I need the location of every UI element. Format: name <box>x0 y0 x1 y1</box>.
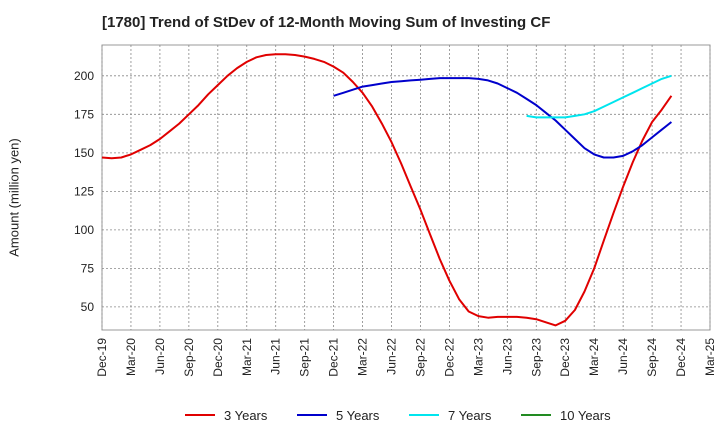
x-tick-label: Sep-20 <box>182 338 196 377</box>
series-line-7-years <box>526 74 672 119</box>
grid-lines <box>101 44 711 331</box>
y-tick-label: 125 <box>74 184 94 198</box>
x-tick-label: Jun-20 <box>153 338 167 375</box>
axes: 50 75 100 125 150 175 200 Dec-19 Mar-20 Jun-20 Sep… <box>74 69 717 377</box>
series-line-3-years <box>101 53 673 327</box>
x-tick-label: Dec-21 <box>327 338 341 377</box>
x-tick-label: Sep-23 <box>529 338 543 377</box>
x-tick-label: Sep-21 <box>298 338 312 377</box>
x-tick-label: Mar-22 <box>356 338 370 376</box>
legend: 3 Years 5 Years 7 Years 10 Years <box>185 408 611 423</box>
x-tick-label: Sep-22 <box>413 338 427 377</box>
plot-area <box>101 44 711 331</box>
y-tick-label: 175 <box>74 107 94 121</box>
x-tick-label: Dec-19 <box>95 338 109 377</box>
x-tick-label: Jun-24 <box>616 338 630 375</box>
x-tick-label: Jun-22 <box>385 338 399 375</box>
legend-label: 7 Years <box>448 408 492 423</box>
x-tick-label: Dec-20 <box>211 338 225 377</box>
x-tick-label: Dec-24 <box>674 338 688 377</box>
x-tick-label: Jun-21 <box>269 338 283 375</box>
legend-label: 3 Years <box>224 408 268 423</box>
series-line-5-years <box>333 77 673 159</box>
y-tick-label: 150 <box>74 146 94 160</box>
series-lines <box>101 53 673 327</box>
y-tick-label: 200 <box>74 69 94 83</box>
x-tick-label: Sep-24 <box>645 338 659 377</box>
y-tick-label: 75 <box>81 261 95 275</box>
x-tick-label: Mar-21 <box>240 338 254 376</box>
x-tick-label: Mar-23 <box>471 338 485 376</box>
x-tick-label: Mar-20 <box>124 338 138 376</box>
x-tick-label: Jun-23 <box>500 338 514 375</box>
x-tick-label: Mar-25 <box>703 338 717 376</box>
y-tick-label: 100 <box>74 223 94 237</box>
x-tick-label: Mar-24 <box>587 338 601 376</box>
x-tick-label: Dec-23 <box>558 338 572 377</box>
legend-label: 5 Years <box>336 408 380 423</box>
chart-title: [1780] Trend of StDev of 12-Month Moving… <box>102 14 551 31</box>
x-tick-label: Dec-22 <box>442 338 456 377</box>
legend-label: 10 Years <box>560 408 611 423</box>
y-tick-label: 50 <box>81 300 95 314</box>
